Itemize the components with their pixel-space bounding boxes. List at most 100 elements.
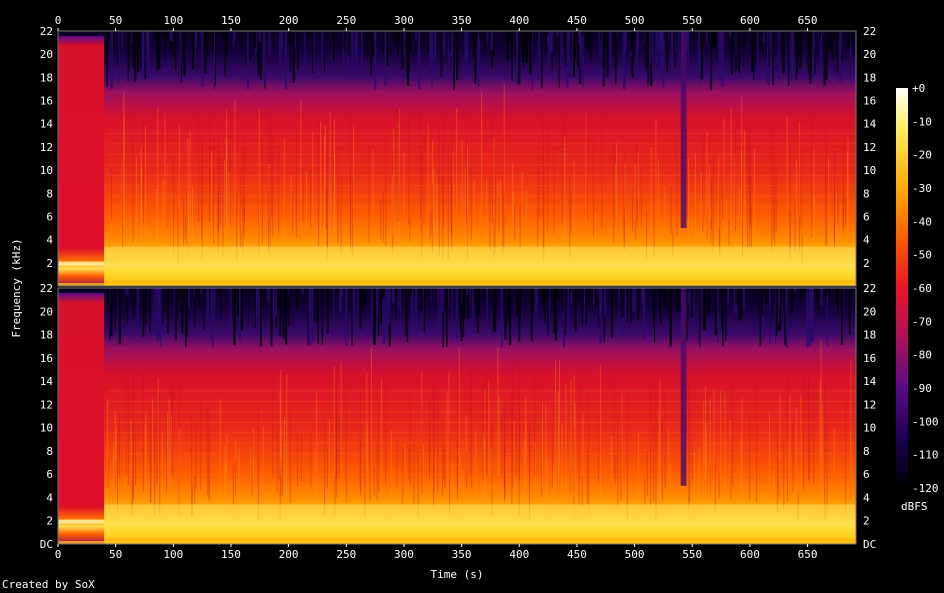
y-tick-label-bottom: 10 — [40, 422, 53, 435]
y-tick-label-right: 20 — [863, 48, 876, 61]
y-tick-label-top: 8 — [46, 187, 53, 200]
y-tick-label-bottom: 20 — [40, 305, 53, 318]
y-tick-label-right: 6 — [863, 210, 870, 223]
y-tick-label-right: 8 — [863, 187, 870, 200]
colorbar-tick-label: -40 — [912, 215, 932, 228]
y-tick-label-right: 10 — [863, 422, 876, 435]
y-tick-label-top: 18 — [40, 71, 53, 84]
x-axis-label: Time (s) — [431, 568, 484, 581]
y-tick-label-bottom: 14 — [40, 375, 54, 388]
x-tick-label-top: 600 — [740, 14, 760, 27]
x-tick-label-bottom: 500 — [625, 548, 645, 561]
transition-gap — [680, 288, 687, 486]
colorbar-tick-label: -10 — [912, 115, 932, 128]
colorbar-tick-label: -70 — [912, 315, 932, 328]
credit-text: Created by SoX — [2, 578, 95, 591]
x-tick-label-bottom: 150 — [221, 548, 241, 561]
x-tick-label-top: 100 — [163, 14, 183, 27]
y-tick-label-right: 22 — [863, 25, 876, 38]
x-tick-label-top: 450 — [567, 14, 587, 27]
channel-2-panel — [58, 288, 856, 544]
y-tick-label-bottom: 22 — [40, 282, 53, 295]
x-tick-label-bottom: 300 — [394, 548, 414, 561]
y-tick-label-bottom: 4 — [46, 491, 53, 504]
y-tick-label-right: 18 — [863, 329, 876, 342]
x-tick-label-top: 150 — [221, 14, 241, 27]
colorbar-tick-label: +0 — [912, 82, 925, 95]
colorbar-tick-label: -90 — [912, 382, 932, 395]
y-tick-label-top: 14 — [40, 118, 54, 131]
y-tick-label-right: 2 — [863, 257, 870, 270]
x-tick-label-bottom: 600 — [740, 548, 760, 561]
y-tick-label-top: 10 — [40, 164, 53, 177]
x-tick-label-bottom: 100 — [163, 548, 183, 561]
colorbar-tick-label: -100 — [912, 415, 939, 428]
y-tick-label-right: 18 — [863, 71, 876, 84]
x-tick-label-top: 250 — [336, 14, 356, 27]
y-axis-label: Frequency (kHz) — [10, 238, 23, 337]
y-tick-label-top: 16 — [40, 95, 53, 108]
colorbar-tick-label: -120 — [912, 482, 939, 495]
colorbar-tick-label: -50 — [912, 249, 932, 262]
panel-frame — [57, 287, 857, 545]
y-tick-label-right: 6 — [863, 468, 870, 481]
x-tick-label-bottom: 400 — [509, 548, 529, 561]
colorbar-tick-label: -30 — [912, 182, 932, 195]
x-tick-label-top: 350 — [452, 14, 472, 27]
tone-line — [58, 261, 105, 266]
colorbar-tick-label: -20 — [912, 149, 932, 162]
y-tick-label-right: 14 — [863, 375, 877, 388]
x-tick-label-bottom: 50 — [109, 548, 122, 561]
x-tick-label-top: 500 — [625, 14, 645, 27]
y-tick-label-top: 6 — [46, 210, 53, 223]
colorbar — [896, 88, 908, 488]
y-tick-label-right: DC — [863, 538, 876, 551]
transition-gap — [680, 31, 687, 229]
x-tick-label-top: 200 — [279, 14, 299, 27]
y-tick-label-right: 12 — [863, 141, 876, 154]
tone-line — [58, 519, 105, 524]
y-tick-label-bottom: DC — [40, 538, 53, 551]
y-tick-label-top: 20 — [40, 48, 53, 61]
y-tick-label-top: 2 — [46, 257, 53, 270]
y-tick-label-bottom: 6 — [46, 468, 53, 481]
y-tick-label-top: 12 — [40, 141, 53, 154]
x-tick-label-top: 0 — [55, 14, 62, 27]
x-tick-label-top: 50 — [109, 14, 122, 27]
colorbar-label: dBFS — [901, 500, 928, 513]
y-tick-label-bottom: 18 — [40, 329, 53, 342]
y-tick-label-bottom: 12 — [40, 398, 53, 411]
y-tick-label-right: 16 — [863, 352, 876, 365]
x-tick-label-top: 650 — [798, 14, 818, 27]
colorbar-tick-label: -80 — [912, 349, 932, 362]
y-tick-label-bottom: 8 — [46, 445, 53, 458]
x-tick-label-bottom: 0 — [55, 548, 62, 561]
colorbar-tick-label: -110 — [912, 449, 939, 462]
y-tick-label-top: 22 — [40, 25, 53, 38]
y-tick-label-right: 22 — [863, 282, 876, 295]
y-tick-label-right: 8 — [863, 445, 870, 458]
y-tick-label-right: 14 — [863, 118, 877, 131]
colorbar-tick-label: -60 — [912, 282, 932, 295]
x-tick-label-bottom: 450 — [567, 548, 587, 561]
y-tick-label-right: 12 — [863, 398, 876, 411]
y-tick-label-bottom: 16 — [40, 352, 53, 365]
x-tick-label-bottom: 250 — [336, 548, 356, 561]
x-tick-label-bottom: 550 — [682, 548, 702, 561]
panel-frame — [57, 30, 857, 287]
y-tick-label-right: 4 — [863, 234, 870, 247]
x-tick-label-top: 300 — [394, 14, 414, 27]
channel-1-panel — [58, 31, 856, 286]
y-tick-label-bottom: 2 — [46, 515, 53, 528]
x-tick-label-top: 400 — [509, 14, 529, 27]
y-tick-label-right: 20 — [863, 305, 876, 318]
y-tick-label-right: 16 — [863, 95, 876, 108]
intro-tone-block — [58, 36, 105, 286]
y-tick-label-right: 4 — [863, 491, 870, 504]
x-tick-label-bottom: 350 — [452, 548, 472, 561]
x-tick-label-bottom: 650 — [798, 548, 818, 561]
y-tick-label-right: 2 — [863, 515, 870, 528]
y-tick-label-top: 4 — [46, 234, 53, 247]
intro-tone-block — [58, 293, 105, 544]
